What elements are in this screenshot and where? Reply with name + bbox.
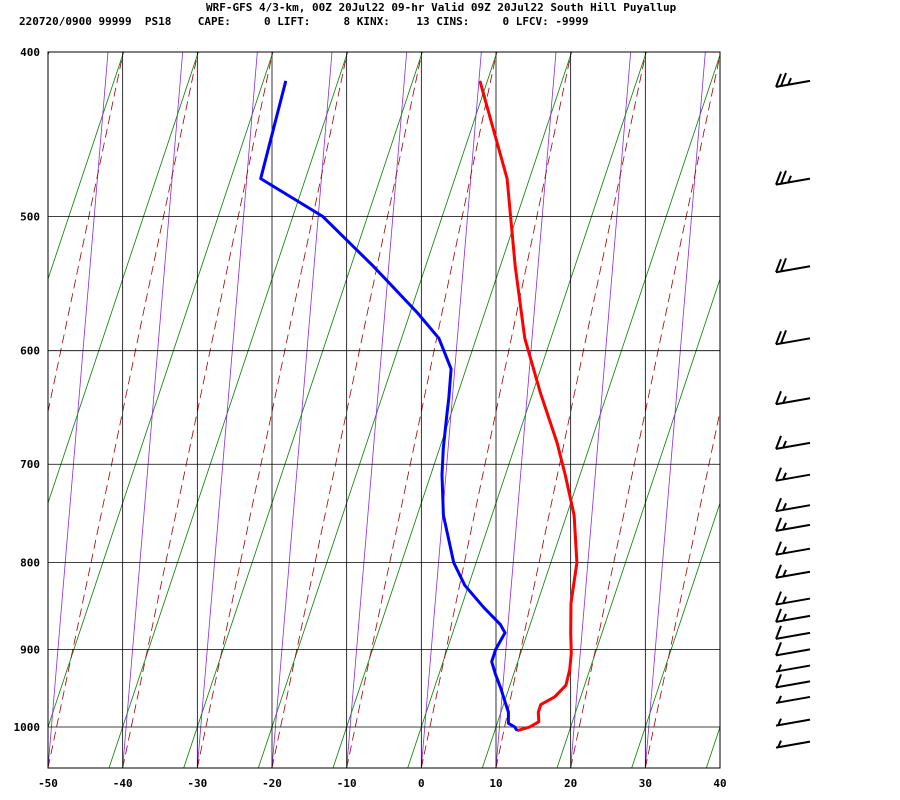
wind-barb <box>775 390 811 406</box>
red-dashed-guide-line <box>719 766 720 768</box>
temperature-tick-label: 40 <box>713 777 726 790</box>
green-guide-line <box>48 52 199 505</box>
wind-barb <box>775 740 811 749</box>
wind-barb <box>775 564 811 579</box>
wind-barb <box>775 541 811 556</box>
green-guide-line <box>108 52 349 768</box>
temperature-tick-label: -30 <box>187 777 207 790</box>
temperature-tick-label: 10 <box>489 777 502 790</box>
purple-guide-line <box>719 763 720 768</box>
temperature-tick-label: -20 <box>262 777 282 790</box>
wind-barb <box>775 72 811 88</box>
purple-guide-line <box>570 52 632 768</box>
purple-guide-line <box>271 52 333 768</box>
green-guide-line <box>631 501 720 768</box>
wind-barb <box>775 642 811 657</box>
purple-guide-line <box>196 52 258 768</box>
green-guide-line <box>407 52 647 768</box>
wind-barb <box>775 695 811 704</box>
wind-barb <box>775 330 811 346</box>
wind-barbs <box>775 72 811 749</box>
wind-barb <box>775 591 811 606</box>
wind-barb <box>775 718 811 727</box>
pressure-tick-label: 500 <box>20 210 40 223</box>
header-title-line: WRF-GFS 4/3-km, 00Z 20Jul22 09-hr Valid … <box>206 1 677 14</box>
pressure-tick-label: 1000 <box>14 721 41 734</box>
pressure-tick-label: 600 <box>20 345 40 358</box>
profile-series <box>259 80 579 733</box>
temperature-tick-labels: -50 -40 -30 -20 -10 0 10 20 30 40 <box>38 777 727 790</box>
temperature-tick-label: -40 <box>113 777 133 790</box>
wind-barb <box>775 517 811 532</box>
green-guide-line <box>183 52 423 768</box>
pressure-tick-label: 900 <box>20 643 40 656</box>
temperature-tick-label: -50 <box>38 777 58 790</box>
green-guide-line <box>257 52 498 768</box>
red-dashed-guide-line <box>48 52 50 58</box>
grid-lines <box>47 51 721 768</box>
green-guide-line <box>48 52 274 729</box>
pressure-tick-labels: 400 500 600 700 800 900 1000 <box>14 46 41 734</box>
sounding-header: WRF-GFS 4/3-km, 00Z 20Jul22 09-hr Valid … <box>0 0 900 32</box>
temperature-tick-label: -10 <box>337 777 357 790</box>
purple-guide-line <box>122 52 184 768</box>
header-indices-line: 220720/0900 99999 PS18 CAPE: 0 LIFT: 8 K… <box>19 15 589 28</box>
wind-barb <box>775 664 811 673</box>
wind-barb <box>775 674 811 689</box>
red-dashed-guide-line <box>869 52 900 768</box>
wind-barb <box>775 497 811 513</box>
green-guide-line <box>481 53 720 768</box>
purple-guide-line <box>795 52 855 768</box>
pressure-tick-label: 400 <box>20 46 40 59</box>
wind-barb <box>775 467 811 482</box>
pressure-tick-label: 800 <box>20 557 40 570</box>
purple-guide-line <box>0 52 33 768</box>
purple-guide-line <box>420 52 482 768</box>
red-dashed-guide-line <box>795 52 900 768</box>
green-guide-line <box>48 52 125 281</box>
red-dashed-guide-line <box>48 52 124 414</box>
wind-barb <box>775 257 811 274</box>
green-guide-line <box>705 725 720 768</box>
green-guide-line <box>332 52 573 768</box>
purple-guide-line <box>48 52 109 768</box>
wind-barb <box>775 170 811 186</box>
pressure-tick-label: 700 <box>20 458 40 471</box>
purple-guide-line <box>346 52 408 768</box>
red-profile-line <box>478 80 579 733</box>
blue-profile-line <box>259 80 519 732</box>
temperature-tick-label: 0 <box>418 777 425 790</box>
purple-guide-line <box>869 52 900 768</box>
wind-barb <box>775 435 811 450</box>
plot-frame <box>47 51 721 769</box>
temperature-tick-label: 20 <box>564 777 577 790</box>
wind-barb <box>775 625 811 640</box>
green-guide-line <box>556 277 720 768</box>
wind-barb <box>775 608 811 623</box>
temperature-tick-label: 30 <box>639 777 652 790</box>
purple-guide-line <box>644 52 706 768</box>
